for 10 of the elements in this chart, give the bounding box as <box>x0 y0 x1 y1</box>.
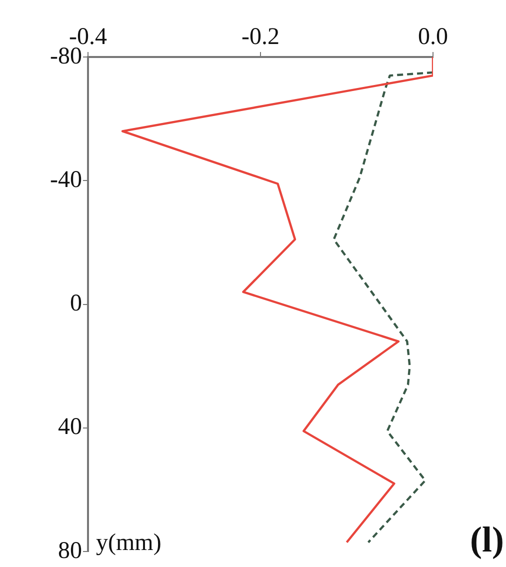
y-tick-label: 40 <box>58 414 82 440</box>
y-tick-label: -80 <box>50 43 82 70</box>
y-tick-label: 80 <box>58 538 82 564</box>
y-tick-label: 0 <box>70 290 82 317</box>
text: (l) <box>470 519 504 560</box>
line-series <box>332 71 433 544</box>
x-tick-label: -0.2 <box>242 24 280 50</box>
x-tick-label: 0.0 <box>418 24 448 50</box>
y-tick-label: -40 <box>50 166 82 193</box>
y-axis-title: y(mm) <box>96 530 162 556</box>
